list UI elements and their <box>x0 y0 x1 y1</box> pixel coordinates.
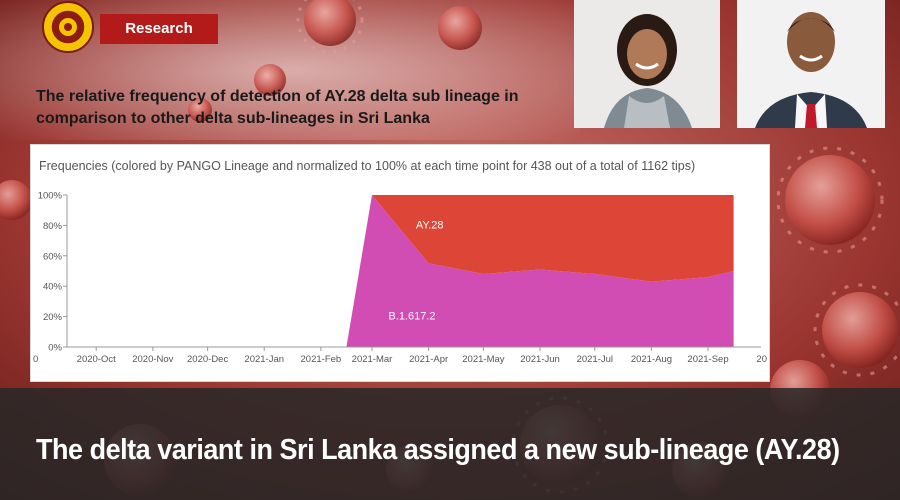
y-tick-label: 40% <box>43 282 63 293</box>
y-tick-label: 60% <box>43 251 63 262</box>
y-tick-label: 0% <box>48 343 62 354</box>
x-tick-label: 2021-Jun <box>520 354 560 365</box>
headline-line-2: comparison to other delta sub-lineages i… <box>36 110 430 127</box>
man-portrait-icon <box>737 0 885 128</box>
headline-line-1: The relative frequency of detection of A… <box>36 88 519 105</box>
y-tick-label: 20% <box>43 312 63 323</box>
article-caption: The delta variant in Sri Lanka assigned … <box>36 434 840 466</box>
headline: The relative frequency of detection of A… <box>36 86 556 130</box>
woman-portrait-icon <box>574 0 720 128</box>
x-tick-label: 2020-Oct <box>77 354 116 365</box>
x-tick-label: 2021-Apr <box>409 354 448 365</box>
x-edge-label-left: 0 <box>33 354 38 365</box>
frequency-chart: Frequencies (colored by PANGO Lineage an… <box>30 144 770 382</box>
y-tick-label: 100% <box>38 191 63 202</box>
x-tick-label: 2021-Jan <box>244 354 284 365</box>
x-edge-label-right: 20 <box>756 354 767 365</box>
x-tick-label: 2021-Aug <box>631 354 672 365</box>
x-tick-label: 2021-Mar <box>352 354 393 365</box>
research-tag[interactable]: Research <box>100 14 218 44</box>
series-area-ay-28 <box>346 195 734 347</box>
chart-title: Frequencies (colored by PANGO Lineage an… <box>39 159 696 173</box>
x-tick-label: 2021-May <box>462 354 504 365</box>
x-tick-label: 2021-Sep <box>687 354 728 365</box>
series-label-ay-28: AY.28 <box>416 219 444 231</box>
chart-plot: B.1.617.2 AY.28 0% 20% 40% 60% 80% 100% 2020-Oct… <box>33 191 767 366</box>
x-tick-label: 2020-Dec <box>187 354 228 365</box>
caption-banner <box>0 388 900 500</box>
x-tick-label: 2021-Jul <box>577 354 613 365</box>
y-tick-label: 80% <box>43 221 63 232</box>
series-label-b-1-617-2: B.1.617.2 <box>388 311 435 323</box>
x-tick-label: 2021-Feb <box>301 354 342 365</box>
series-area-b-1-617-2 <box>346 195 734 347</box>
x-tick-label: 2020-Nov <box>132 354 173 365</box>
university-seal-icon <box>34 0 102 58</box>
